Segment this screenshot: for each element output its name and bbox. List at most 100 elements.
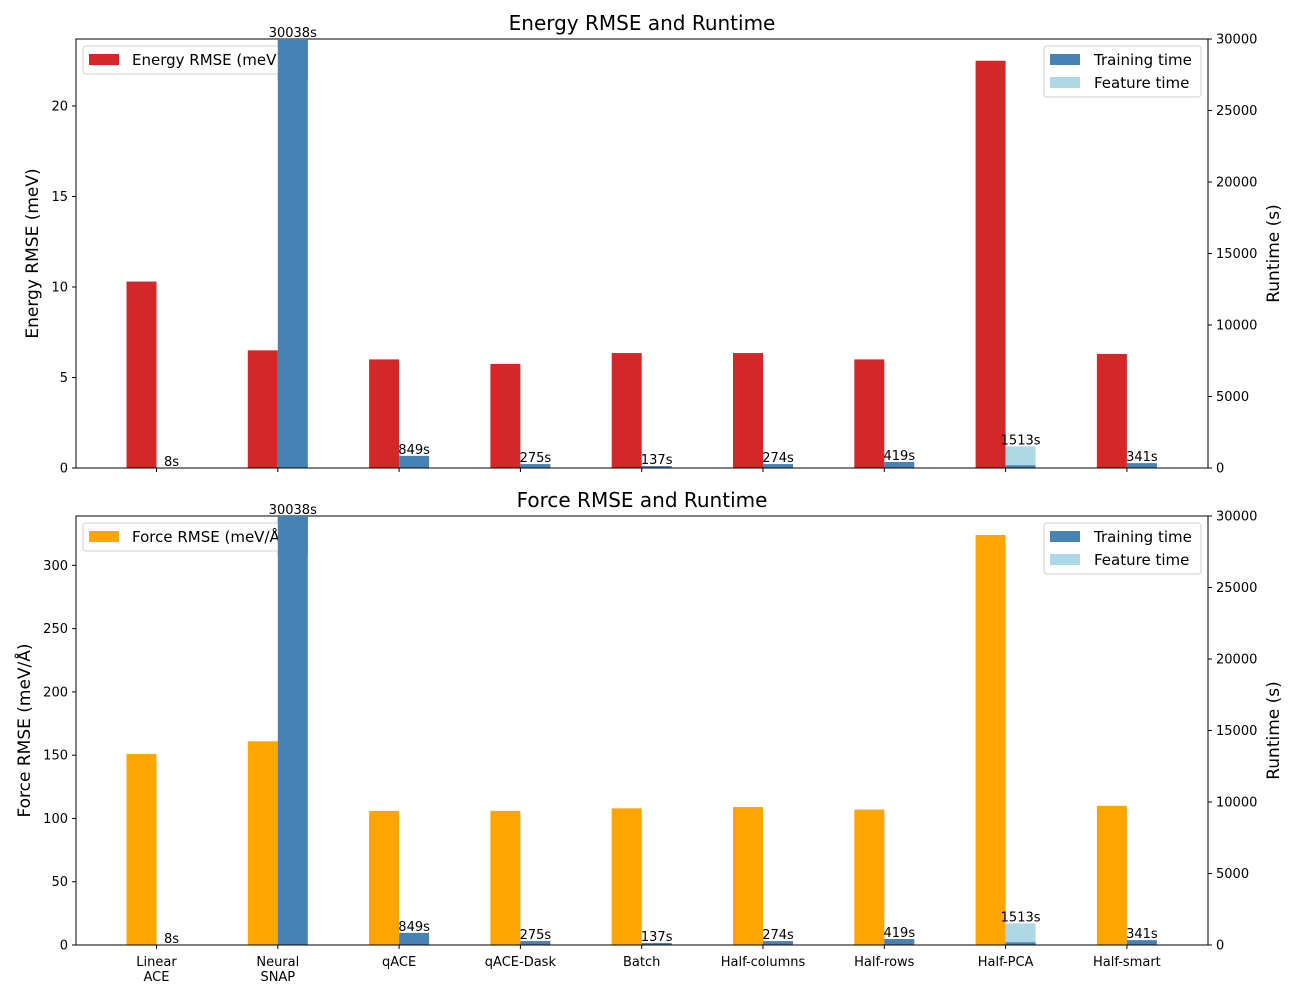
rmse-bar (854, 359, 885, 468)
y2-axis-label: Runtime (s) (1264, 681, 1284, 780)
legend-left: Energy RMSE (meV) (82, 45, 289, 75)
bars (126, 516, 1157, 945)
plot-frame (75, 38, 1209, 469)
y-tick-label: 50 (51, 875, 68, 890)
training-time-bar (884, 939, 915, 945)
rmse-bar (611, 808, 642, 945)
rmse-bar (369, 359, 400, 468)
rmse-bar (247, 350, 278, 468)
runtime-label: 1513s (1001, 910, 1041, 925)
y-tick-label: 15 (51, 190, 68, 205)
training-time-bar (641, 943, 672, 945)
x-tick-label: Batch (623, 955, 660, 970)
legend-left: Force RMSE (meV/Å) (82, 522, 289, 552)
legend-swatch-feature (1050, 77, 1080, 88)
legend-swatch-training (1050, 54, 1080, 65)
x-tick-label: Half-smart (1093, 955, 1161, 970)
x-tick-label: Half-rows (854, 955, 915, 970)
rmse-bar (1096, 805, 1127, 945)
legend-label-feature: Feature time (1094, 74, 1189, 92)
legend-right: Training time Feature time (1043, 45, 1202, 98)
x-tick-label-line: Batch (623, 955, 660, 970)
y2-tick-label: 30000 (1216, 510, 1257, 525)
runtime-label: 8s (164, 455, 179, 470)
y2-tick-label: 20000 (1216, 653, 1257, 668)
rmse-bar (126, 281, 157, 468)
rmse-bar (1096, 353, 1127, 468)
training-time-bar (1126, 940, 1157, 945)
y-tick-label: 0 (60, 939, 68, 954)
y-tick-label: 20 (51, 99, 68, 114)
legend-right: Training time Feature time (1043, 522, 1202, 575)
chart-panel-1: Energy RMSE and Runtime 8s 30038s 849s 275s 1… (23, 11, 1284, 477)
y2-tick-label: 10000 (1216, 796, 1257, 811)
y2-tick-label: 10000 (1216, 319, 1257, 334)
rmse-bar (975, 534, 1006, 945)
y2-tick-label: 5000 (1216, 390, 1249, 405)
x-tick-label: Half-PCA (978, 955, 1034, 970)
legend-swatch-rmse (89, 54, 119, 65)
training-time-bar (520, 941, 551, 945)
rmse-bar (247, 741, 278, 945)
y2-axis-label: Runtime (s) (1264, 204, 1284, 303)
y2-tick-label: 5000 (1216, 867, 1249, 882)
training-time-bar-overlap (277, 39, 308, 79)
feature-time-bar (1005, 446, 1036, 466)
plot-frame (75, 515, 1209, 946)
training-time-bar (1126, 463, 1157, 468)
runtime-label: 1513s (1001, 433, 1041, 448)
training-time-bar (763, 464, 793, 468)
legend-swatch-feature (1050, 554, 1080, 565)
y2-tick-label: 0 (1216, 939, 1224, 954)
runtime-label: 274s (762, 928, 794, 943)
y-tick-label: 300 (43, 559, 68, 574)
legend-label-rmse: Energy RMSE (meV) (132, 51, 282, 69)
y-tick-label: 0 (60, 462, 68, 477)
legend-label-rmse: Force RMSE (meV/Å) (132, 527, 286, 546)
y2-tick-label: 15000 (1216, 247, 1257, 262)
y2-tick-label: 25000 (1216, 581, 1257, 596)
y-tick-label: 150 (43, 749, 68, 764)
x-tick-label-line: Half-PCA (978, 955, 1034, 970)
rmse-bar (854, 809, 885, 945)
y-tick-label: 250 (43, 622, 68, 637)
x-tick-label-line: qACE (382, 955, 416, 970)
x-tick-label: Linear ACE (136, 955, 177, 985)
rmse-bar (369, 810, 400, 945)
x-tick-label-line: Half-columns (721, 955, 806, 970)
chart-title: Force RMSE and Runtime (517, 488, 768, 512)
legend-box (1043, 45, 1202, 98)
runtime-label: 849s (398, 443, 430, 458)
rmse-bar (490, 363, 521, 468)
chart-panel-2: Force RMSE and Runtime 8s 30038s 849s 275s 13… (13, 488, 1284, 985)
y-axis-label: Energy RMSE (meV) (23, 168, 43, 338)
legend-swatch-rmse (89, 531, 119, 542)
runtime-label: 275s (520, 451, 552, 466)
y-axis-label: Force RMSE (meV/Å) (13, 643, 35, 817)
training-time-bar (1005, 465, 1036, 468)
x-tick-label: Half-columns (721, 955, 806, 970)
training-time-bar (520, 464, 551, 468)
x-tick-label-line: Half-rows (854, 955, 915, 970)
runtime-label: 30038s (269, 503, 317, 518)
rmse-bar (733, 807, 763, 945)
y2-tick-label: 0 (1216, 462, 1224, 477)
legend-swatch-training (1050, 531, 1080, 542)
runtime-label: 30038s (269, 26, 317, 41)
rmse-bar (975, 60, 1006, 468)
training-time-bar (277, 39, 308, 468)
runtime-label: 274s (762, 451, 794, 466)
rmse-bar (490, 810, 521, 945)
x-tick-label-line: Linear (136, 955, 177, 970)
rmse-bar (126, 753, 157, 945)
y2-tick-label: 25000 (1216, 104, 1257, 119)
y-tick-label: 5 (60, 371, 68, 386)
x-tick-label-line: Neural (256, 955, 299, 970)
legend-label-training: Training time (1093, 528, 1192, 546)
x-tick-label: qACE-Dask (485, 955, 557, 970)
y2-tick-label: 30000 (1216, 33, 1257, 48)
runtime-label: 419s (884, 449, 916, 464)
runtime-label: 137s (641, 930, 673, 945)
runtime-label: 137s (641, 453, 673, 468)
